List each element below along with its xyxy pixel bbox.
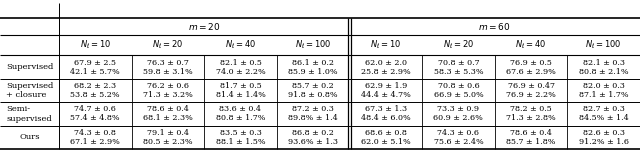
Text: 81.4 ± 1.4%: 81.4 ± 1.4% [216,91,266,99]
Text: 58.3 ± 5.3%: 58.3 ± 5.3% [433,68,483,76]
Text: 88.1 ± 1.5%: 88.1 ± 1.5% [216,138,266,146]
Text: Supervised: Supervised [6,63,53,71]
Text: 89.8% ± 1.4: 89.8% ± 1.4 [288,114,338,122]
Text: 78.6 ± 0.4: 78.6 ± 0.4 [510,129,552,137]
Text: 48.4 ± 6.0%: 48.4 ± 6.0% [361,114,411,122]
Text: 53.8 ± 5.2%: 53.8 ± 5.2% [70,91,120,99]
Text: 76.9 ± 0.47: 76.9 ± 0.47 [508,82,554,90]
Text: 78.2 ± 0.5: 78.2 ± 0.5 [510,105,552,113]
Text: 91.2% ± 1.6: 91.2% ± 1.6 [579,138,628,146]
Text: 70.8 ± 0.6: 70.8 ± 0.6 [438,82,479,90]
Text: 73.3 ± 0.9: 73.3 ± 0.9 [437,105,479,113]
Text: 70.8 ± 0.7: 70.8 ± 0.7 [438,59,479,67]
Text: 44.4 ± 4.7%: 44.4 ± 4.7% [361,91,411,99]
Text: 67.1 ± 2.9%: 67.1 ± 2.9% [70,138,120,146]
Text: 78.6 ± 0.4: 78.6 ± 0.4 [147,105,189,113]
Text: 80.5 ± 2.3%: 80.5 ± 2.3% [143,138,193,146]
Text: 83.5 ± 0.3: 83.5 ± 0.3 [220,129,261,137]
Text: 85.7 ± 1.8%: 85.7 ± 1.8% [506,138,556,146]
Text: 74.7 ± 0.6: 74.7 ± 0.6 [74,105,116,113]
Text: 86.1 ± 0.2: 86.1 ± 0.2 [292,59,334,67]
Text: 74.0 ± 2.2%: 74.0 ± 2.2% [216,68,266,76]
Text: 76.9 ± 0.5: 76.9 ± 0.5 [510,59,552,67]
Text: 87.2 ± 0.3: 87.2 ± 0.3 [292,105,334,113]
Text: 71.3 ± 3.2%: 71.3 ± 3.2% [143,91,193,99]
Text: 84.5% ± 1.4: 84.5% ± 1.4 [579,114,628,122]
Text: $N_\ell = 40$: $N_\ell = 40$ [515,39,547,52]
Text: $N_\ell = 10$: $N_\ell = 10$ [79,39,111,52]
Text: 66.9 ± 5.0%: 66.9 ± 5.0% [433,91,483,99]
Text: 76.2 ± 0.6: 76.2 ± 0.6 [147,82,189,90]
Text: 74.3 ± 0.8: 74.3 ± 0.8 [74,129,116,137]
Text: 76.9 ± 2.2%: 76.9 ± 2.2% [506,91,556,99]
Text: $m = 60$: $m = 60$ [478,21,511,32]
Text: 82.1 ± 0.5: 82.1 ± 0.5 [220,59,261,67]
Text: 93.6% ± 1.3: 93.6% ± 1.3 [288,138,338,146]
Text: 80.8 ± 1.7%: 80.8 ± 1.7% [216,114,265,122]
Text: 68.2 ± 2.3: 68.2 ± 2.3 [74,82,116,90]
Text: 62.0 ± 5.1%: 62.0 ± 5.1% [361,138,411,146]
Text: $N_\ell = 20$: $N_\ell = 20$ [152,39,184,52]
Text: 83.6 ± 0.4: 83.6 ± 0.4 [220,105,262,113]
Text: 79.1 ± 0.4: 79.1 ± 0.4 [147,129,189,137]
Text: $N_\ell = 40$: $N_\ell = 40$ [225,39,256,52]
Text: 68.1 ± 2.3%: 68.1 ± 2.3% [143,114,193,122]
Text: $N_\ell = 20$: $N_\ell = 20$ [443,39,474,52]
Text: 62.9 ± 1.9: 62.9 ± 1.9 [365,82,407,90]
Text: 91.8 ± 0.8%: 91.8 ± 0.8% [288,91,338,99]
Text: 80.8 ± 2.1%: 80.8 ± 2.1% [579,68,628,76]
Text: 75.6 ± 2.4%: 75.6 ± 2.4% [433,138,483,146]
Text: 82.6 ± 0.3: 82.6 ± 0.3 [582,129,625,137]
Text: 87.1 ± 1.7%: 87.1 ± 1.7% [579,91,628,99]
Text: $N_\ell = 100$: $N_\ell = 100$ [295,39,332,52]
Text: 60.9 ± 2.6%: 60.9 ± 2.6% [433,114,483,122]
Text: Supervised
+ closure: Supervised + closure [6,82,53,99]
Text: 82.7 ± 0.3: 82.7 ± 0.3 [583,105,625,113]
Text: 76.3 ± 0.7: 76.3 ± 0.7 [147,59,189,67]
Text: $m = 20$: $m = 20$ [188,21,221,32]
Text: 57.4 ± 4.8%: 57.4 ± 4.8% [70,114,120,122]
Text: 86.8 ± 0.2: 86.8 ± 0.2 [292,129,334,137]
Text: $N_\ell = 10$: $N_\ell = 10$ [370,39,401,52]
Text: 67.3 ± 1.3: 67.3 ± 1.3 [365,105,407,113]
Text: 82.1 ± 0.3: 82.1 ± 0.3 [582,59,625,67]
Text: 42.1 ± 5.7%: 42.1 ± 5.7% [70,68,120,76]
Text: 82.0 ± 0.3: 82.0 ± 0.3 [583,82,625,90]
Text: Ours: Ours [19,133,40,141]
Text: Semi-
supervised: Semi- supervised [6,105,52,123]
Text: 74.3 ± 0.6: 74.3 ± 0.6 [437,129,479,137]
Text: 81.7 ± 0.5: 81.7 ± 0.5 [220,82,261,90]
Text: 85.7 ± 0.2: 85.7 ± 0.2 [292,82,334,90]
Text: $N_\ell = 100$: $N_\ell = 100$ [586,39,622,52]
Text: 25.8 ± 2.9%: 25.8 ± 2.9% [361,68,411,76]
Text: 67.9 ± 2.5: 67.9 ± 2.5 [74,59,116,67]
Text: 62.0 ± 2.0: 62.0 ± 2.0 [365,59,407,67]
Text: 67.6 ± 2.9%: 67.6 ± 2.9% [506,68,556,76]
Text: 85.9 ± 1.0%: 85.9 ± 1.0% [288,68,338,76]
Text: 68.6 ± 0.8: 68.6 ± 0.8 [365,129,406,137]
Text: 59.8 ± 3.1%: 59.8 ± 3.1% [143,68,193,76]
Text: 71.3 ± 2.8%: 71.3 ± 2.8% [506,114,556,122]
